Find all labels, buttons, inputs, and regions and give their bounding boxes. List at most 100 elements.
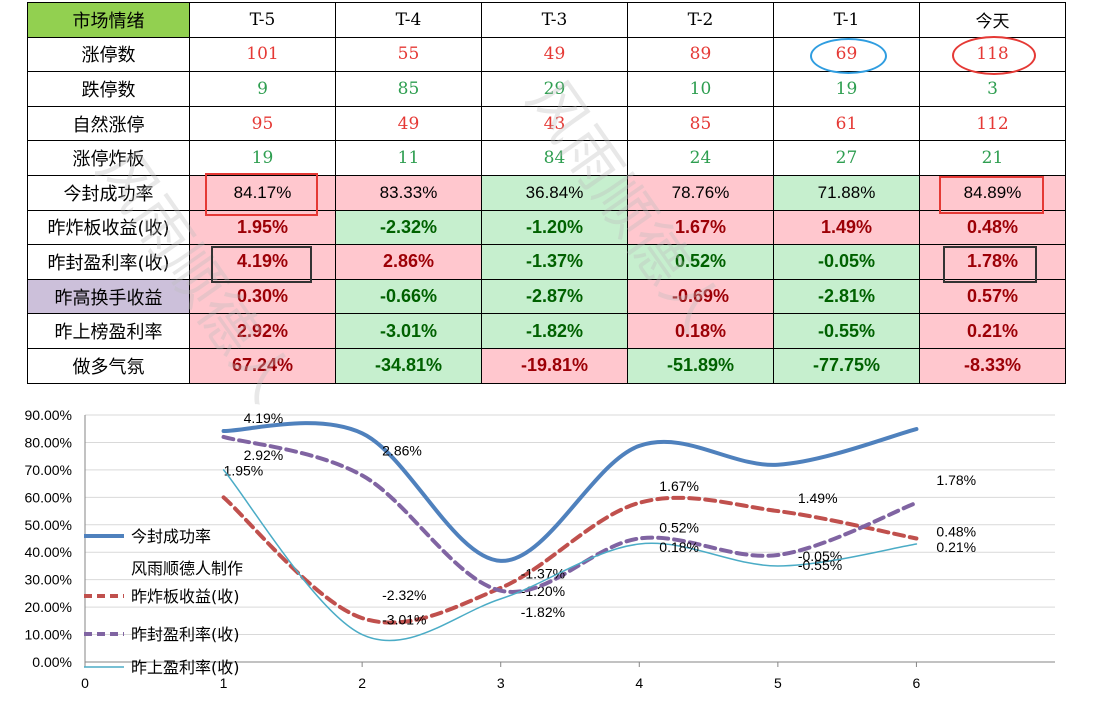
y-tick-label: 30.00%: [25, 572, 72, 588]
table-cell: -0.05%: [773, 244, 920, 280]
table-cell: -1.20%: [481, 209, 628, 246]
table-cell: 101: [189, 36, 336, 73]
table-row: 昨高换手收益 0.30% -0.66% -2.87% -0.69% -2.81% 0.57%: [27, 278, 1066, 315]
table-cell: 4.19%: [189, 244, 336, 280]
table-cell: 19: [189, 140, 336, 176]
row-label: 昨上榜盈利率: [27, 313, 190, 349]
series-line: [222, 469, 918, 642]
y-tick-label: 80.00%: [25, 434, 72, 450]
row-label: 昨高换手收益: [27, 278, 190, 315]
table-cell: 0.48%: [919, 209, 1066, 246]
table-cell: 1.49%: [773, 209, 920, 246]
row-label: 涨停炸板: [27, 140, 190, 176]
table-cell: -1.37%: [481, 244, 628, 280]
table-cell: -0.66%: [335, 278, 482, 315]
table-cell: 1.95%: [189, 209, 336, 246]
table-cell: 19: [773, 71, 920, 107]
table-cell: -77.75%: [773, 347, 920, 384]
data-label: -0.55%: [798, 557, 842, 573]
table-row: 昨炸板收益(收) 1.95% -2.32% -1.20% 1.67% 1.49% 0.48%: [27, 209, 1066, 246]
table-cell: -0.55%: [773, 313, 920, 349]
table-row: 自然涨停 95 49 43 85 61 112: [27, 105, 1066, 142]
table-cell: 78.76%: [627, 174, 774, 211]
data-label: 1.95%: [224, 462, 264, 478]
table-cell: 2.92%: [189, 313, 336, 349]
data-label: 1.78%: [936, 472, 976, 488]
table-cell: 55: [335, 36, 482, 73]
table-row: 昨封盈利率(收) 4.19% 2.86% -1.37% 0.52% -0.05% 1.78%: [27, 244, 1066, 280]
row-label: 昨封盈利率(收): [27, 244, 190, 280]
data-label: 4.19%: [244, 410, 284, 426]
y-tick-label: 50.00%: [25, 517, 72, 533]
y-tick-label: 10.00%: [25, 627, 72, 643]
data-label: 0.52%: [659, 520, 699, 536]
table-cell: -51.89%: [627, 347, 774, 384]
legend-label: 昨炸板收益(收): [131, 587, 240, 606]
row-label: 涨停数: [27, 36, 190, 73]
table-cell: -3.01%: [335, 313, 482, 349]
table-row: 跌停数 9 85 29 10 19 3: [27, 71, 1066, 107]
x-tick-label: 6: [913, 675, 921, 691]
x-tick-label: 2: [358, 675, 366, 691]
y-tick-label: 0.00%: [32, 654, 72, 670]
y-tick-label: 20.00%: [25, 599, 72, 615]
column-header: T-1: [773, 2, 920, 38]
column-header: T-2: [627, 2, 774, 38]
table-cell: 27: [773, 140, 920, 176]
legend-label: 今封成功率: [131, 527, 211, 546]
column-header: T-5: [189, 2, 336, 38]
data-label: -2.32%: [382, 587, 426, 603]
data-label: 0.21%: [936, 539, 976, 555]
row-label: 跌停数: [27, 71, 190, 107]
x-tick-label: 1: [220, 675, 228, 691]
table-cell: 3: [919, 71, 1066, 107]
table-cell: -8.33%: [919, 347, 1066, 384]
table-cell: 0.52%: [627, 244, 774, 280]
table-cell: 36.84%: [481, 174, 628, 211]
table-cell: -1.82%: [481, 313, 628, 349]
y-tick-label: 90.00%: [25, 407, 72, 423]
data-label: 0.18%: [659, 539, 699, 555]
series-line: [221, 434, 919, 594]
data-label: -3.01%: [382, 612, 426, 628]
column-header: T-4: [335, 2, 482, 38]
table-cell: 0.57%: [919, 278, 1066, 315]
table-cell: 84.89%: [919, 174, 1066, 211]
table-cell: 0.18%: [627, 313, 774, 349]
x-tick-label: 3: [497, 675, 505, 691]
table-cell: 21: [919, 140, 1066, 176]
table-row: 涨停炸板 19 11 84 24 27 21: [27, 140, 1066, 176]
table-cell: 43: [481, 105, 628, 142]
table-cell: 112: [919, 105, 1066, 142]
data-label: 2.86%: [382, 442, 422, 458]
line-chart: 0.00% 10.00% 20.00% 30.00% 40.00% 50.00% 60.00…: [25, 407, 1055, 691]
table-cell: -0.69%: [627, 278, 774, 315]
table-row: 做多气氛 67.24% -34.81% -19.81% -51.89% -77.75% -8…: [27, 347, 1066, 384]
table-cell: 49: [481, 36, 628, 73]
x-tick-label: 4: [635, 675, 643, 691]
row-label: 做多气氛: [27, 347, 190, 384]
table-cell: 118: [919, 36, 1066, 73]
data-label: 1.49%: [798, 490, 838, 506]
y-tick-label: 40.00%: [25, 544, 72, 560]
x-tick-label: 5: [774, 675, 782, 691]
table-cell: -2.87%: [481, 278, 628, 315]
table-cell: 9: [189, 71, 336, 107]
legend-label: 昨上盈利率(收): [131, 658, 240, 677]
table-cell: 11: [335, 140, 482, 176]
table-cell: 2.86%: [335, 244, 482, 280]
table-header-row: 市场情绪 T-5 T-4 T-3 T-2 T-1 今天: [27, 2, 1066, 38]
legend-label: 昨封盈利率(收): [131, 625, 240, 644]
table-cell: 84.17%: [189, 174, 336, 211]
row-label: 自然涨停: [27, 105, 190, 142]
table-cell: 84: [481, 140, 628, 176]
table-row: 今封成功率 84.17% 83.33% 36.84% 78.76% 71.88% 84.89…: [27, 174, 1066, 211]
y-tick-label: 70.00%: [25, 462, 72, 478]
data-label: -1.37%: [521, 566, 565, 582]
column-header: T-3: [481, 2, 628, 38]
table-cell: 1.78%: [919, 244, 1066, 280]
x-tick-label: 0: [81, 675, 89, 691]
table-cell: 10: [627, 71, 774, 107]
table-cell: 83.33%: [335, 174, 482, 211]
